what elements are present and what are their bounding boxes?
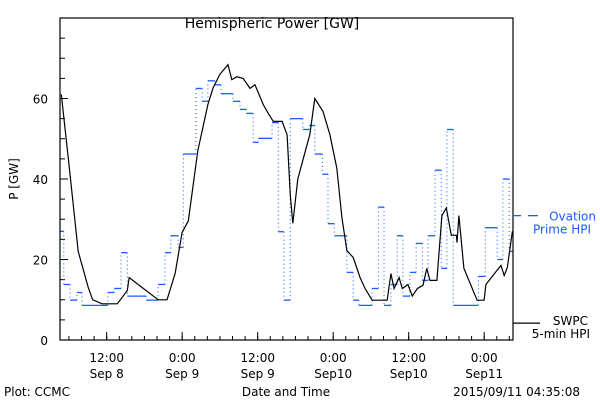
x-tick-time: 0:00 <box>320 351 347 365</box>
series-swpc <box>60 63 513 305</box>
x-tick-time: 0:00 <box>169 351 196 365</box>
x-axis-label: Date and Time <box>242 385 330 399</box>
x-tick-time: 0:00 <box>471 351 498 365</box>
y-axis-label: P [GW] <box>7 158 21 200</box>
footer-left: Plot: CCMC <box>4 385 70 399</box>
x-tick-time: 12:00 <box>240 351 275 365</box>
x-tick-date: Sep 8 <box>90 367 124 381</box>
y-tick-label: 40 <box>33 173 48 187</box>
y-tick-label: 20 <box>33 254 48 268</box>
x-tick-date: Sep11 <box>465 367 503 381</box>
y-tick-label: 0 <box>40 334 48 348</box>
x-tick-time: 12:00 <box>89 351 124 365</box>
legend-swpc-label: SWPC <box>553 314 588 328</box>
swpc-line <box>60 63 513 305</box>
x-tick-date: Sep 9 <box>241 367 275 381</box>
footer-timestamp: 2015/09/11 04:35:08 <box>453 385 580 399</box>
axis-ticks: 0 20 40 60 12:00 Sep 8 0:00 Sep 9 12:00 Sep 9 0:00… <box>33 17 510 381</box>
x-tick-date: Sep10 <box>314 367 352 381</box>
plot-frame <box>59 17 514 341</box>
x-tick-date: Sep10 <box>390 367 428 381</box>
series-ovation-prime <box>60 80 513 307</box>
x-tick-date: Sep 9 <box>165 367 199 381</box>
legend-ovation-label: Prime HPI <box>533 223 591 237</box>
legend-swpc-label: 5-min HPI <box>532 327 590 341</box>
y-tick-label: 60 <box>33 93 48 107</box>
legend-ovation-label: Ovation <box>549 210 596 224</box>
x-tick-time: 12:00 <box>391 351 426 365</box>
chart-title: Hemispheric Power [GW] <box>185 16 360 32</box>
